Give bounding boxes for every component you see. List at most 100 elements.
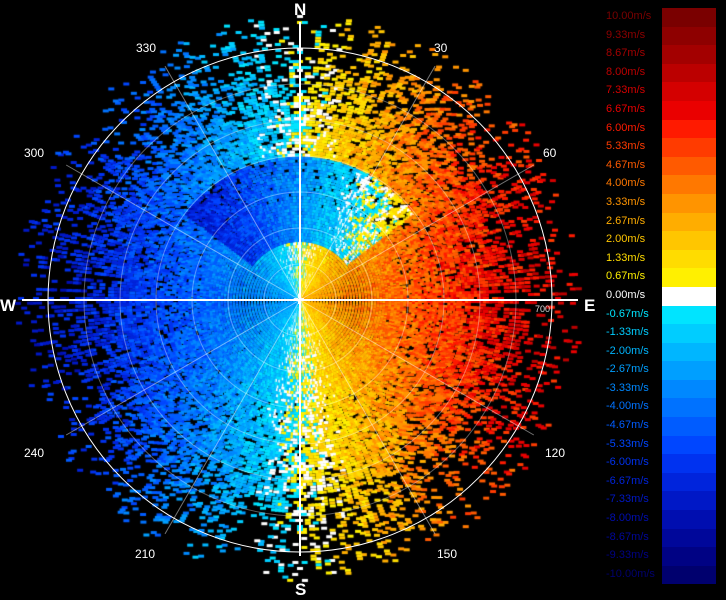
azimuth-label-60: 60 <box>543 146 557 160</box>
radar-center-marker: ✛ <box>293 291 305 307</box>
legend-label: -7.33m/s <box>606 493 649 506</box>
compass-south: S <box>295 580 307 599</box>
legend-row: -5.33m/s <box>606 435 716 455</box>
legend-row: 2.00m/s <box>606 231 716 250</box>
legend-label: 4.00m/s <box>606 177 646 190</box>
legend-label: -10.00m/s <box>606 567 655 580</box>
legend-label: -2.67m/s <box>606 363 649 376</box>
legend-color-swatch <box>662 286 716 306</box>
azimuth-spoke <box>65 299 301 436</box>
legend-row: -3.33m/s <box>606 379 716 399</box>
legend-color-swatch <box>662 119 716 139</box>
legend-row: -10.00m/s <box>606 565 716 585</box>
legend-label: -1.33m/s <box>606 326 649 339</box>
legend-label: -3.33m/s <box>606 381 649 394</box>
legend-label: -0.67m/s <box>606 307 649 320</box>
azimuth-spoke <box>299 299 535 436</box>
legend-row: -7.33m/s <box>606 491 716 511</box>
legend-label: 9.33m/s <box>606 28 646 41</box>
legend-row: 2.67m/s <box>606 212 716 232</box>
azimuth-label-120: 120 <box>545 446 566 460</box>
legend-label: 2.67m/s <box>606 214 646 227</box>
legend-color-swatch <box>662 100 716 120</box>
azimuth-spoke <box>164 299 301 535</box>
legend-label: -2.00m/s <box>606 344 649 357</box>
legend-label: -9.33m/s <box>606 549 649 562</box>
legend-row: -8.67m/s <box>606 528 716 548</box>
legend-label: 8.67m/s <box>606 47 646 60</box>
legend-label: -4.00m/s <box>606 400 649 413</box>
legend-label: -8.67m/s <box>606 530 649 543</box>
legend-label: 0.67m/s <box>606 270 646 283</box>
legend-color-swatch <box>662 361 716 380</box>
legend-color-swatch <box>662 510 716 529</box>
azimuth-label-150: 150 <box>437 547 458 561</box>
legend-color-swatch <box>662 138 716 157</box>
legend-label: 7.33m/s <box>606 84 646 97</box>
legend-row: -8.00m/s <box>606 510 716 529</box>
legend-row: -9.33m/s <box>606 547 716 566</box>
velocity-legend: 10.00m/s 9.33m/s 8.67m/s 8.00m/s 7.33m/s 6.67… <box>606 8 716 585</box>
legend-row: 6.00m/s <box>606 119 716 139</box>
legend-label: -5.33m/s <box>606 437 649 450</box>
legend-color-swatch <box>662 491 716 511</box>
legend-label: -6.00m/s <box>606 456 649 469</box>
legend-row: 0.00m/s <box>606 286 716 306</box>
legend-row: -6.00m/s <box>606 454 716 473</box>
legend-color-swatch <box>662 193 716 213</box>
legend-row: 4.00m/s <box>606 175 716 194</box>
legend-color-swatch <box>662 342 716 362</box>
legend-color-swatch <box>662 8 716 27</box>
legend-row: 6.67m/s <box>606 100 716 120</box>
legend-color-swatch <box>662 268 716 287</box>
azimuth-spoke <box>299 164 535 301</box>
legend-label: 6.67m/s <box>606 102 646 115</box>
legend-color-swatch <box>662 156 716 176</box>
legend-color-swatch <box>662 547 716 566</box>
legend-row: 3.33m/s <box>606 193 716 213</box>
legend-color-swatch <box>662 249 716 269</box>
legend-row: -4.67m/s <box>606 417 716 436</box>
legend-row: 4.67m/s <box>606 156 716 176</box>
legend-row: 1.33m/s <box>606 249 716 269</box>
legend-row: 5.33m/s <box>606 138 716 157</box>
azimuth-spoke <box>299 65 436 301</box>
azimuth-spoke <box>299 299 436 535</box>
legend-label: 8.00m/s <box>606 65 646 78</box>
legend-color-swatch <box>662 212 716 232</box>
legend-color-swatch <box>662 472 716 492</box>
legend-label: -6.67m/s <box>606 474 649 487</box>
legend-label: -8.00m/s <box>606 512 649 525</box>
legend-color-swatch <box>662 305 716 325</box>
legend-row: -4.00m/s <box>606 398 716 418</box>
legend-label: 2.00m/s <box>606 233 646 246</box>
legend-row: -2.00m/s <box>606 342 716 362</box>
legend-color-swatch <box>662 565 716 585</box>
legend-label: -4.67m/s <box>606 419 649 432</box>
azimuth-label-30: 30 <box>434 41 448 55</box>
legend-color-swatch <box>662 231 716 250</box>
legend-color-swatch <box>662 528 716 548</box>
legend-color-swatch <box>662 63 716 83</box>
legend-color-swatch <box>662 398 716 418</box>
compass-west: W <box>0 296 17 315</box>
polar-grid <box>22 22 578 556</box>
azimuth-label-240: 240 <box>24 446 45 460</box>
azimuth-spoke <box>65 164 301 301</box>
range-label-700: 700 <box>535 304 551 314</box>
legend-color-swatch <box>662 454 716 473</box>
legend-row: -6.67m/s <box>606 472 716 492</box>
legend-row: -0.67m/s <box>606 305 716 325</box>
legend-label: 10.00m/s <box>606 10 652 22</box>
legend-row: 7.33m/s <box>606 82 716 101</box>
legend-row: -1.33m/s <box>606 324 716 343</box>
azimuth-label-300: 300 <box>24 146 45 160</box>
legend-row: 0.67m/s <box>606 268 716 287</box>
legend-row: -2.67m/s <box>606 361 716 380</box>
legend-color-swatch <box>662 45 716 64</box>
legend-color-swatch <box>662 26 716 46</box>
legend-color-swatch <box>662 379 716 399</box>
azimuth-spoke <box>164 65 301 301</box>
legend-color-swatch <box>662 417 716 436</box>
legend-label: 5.33m/s <box>606 140 646 153</box>
